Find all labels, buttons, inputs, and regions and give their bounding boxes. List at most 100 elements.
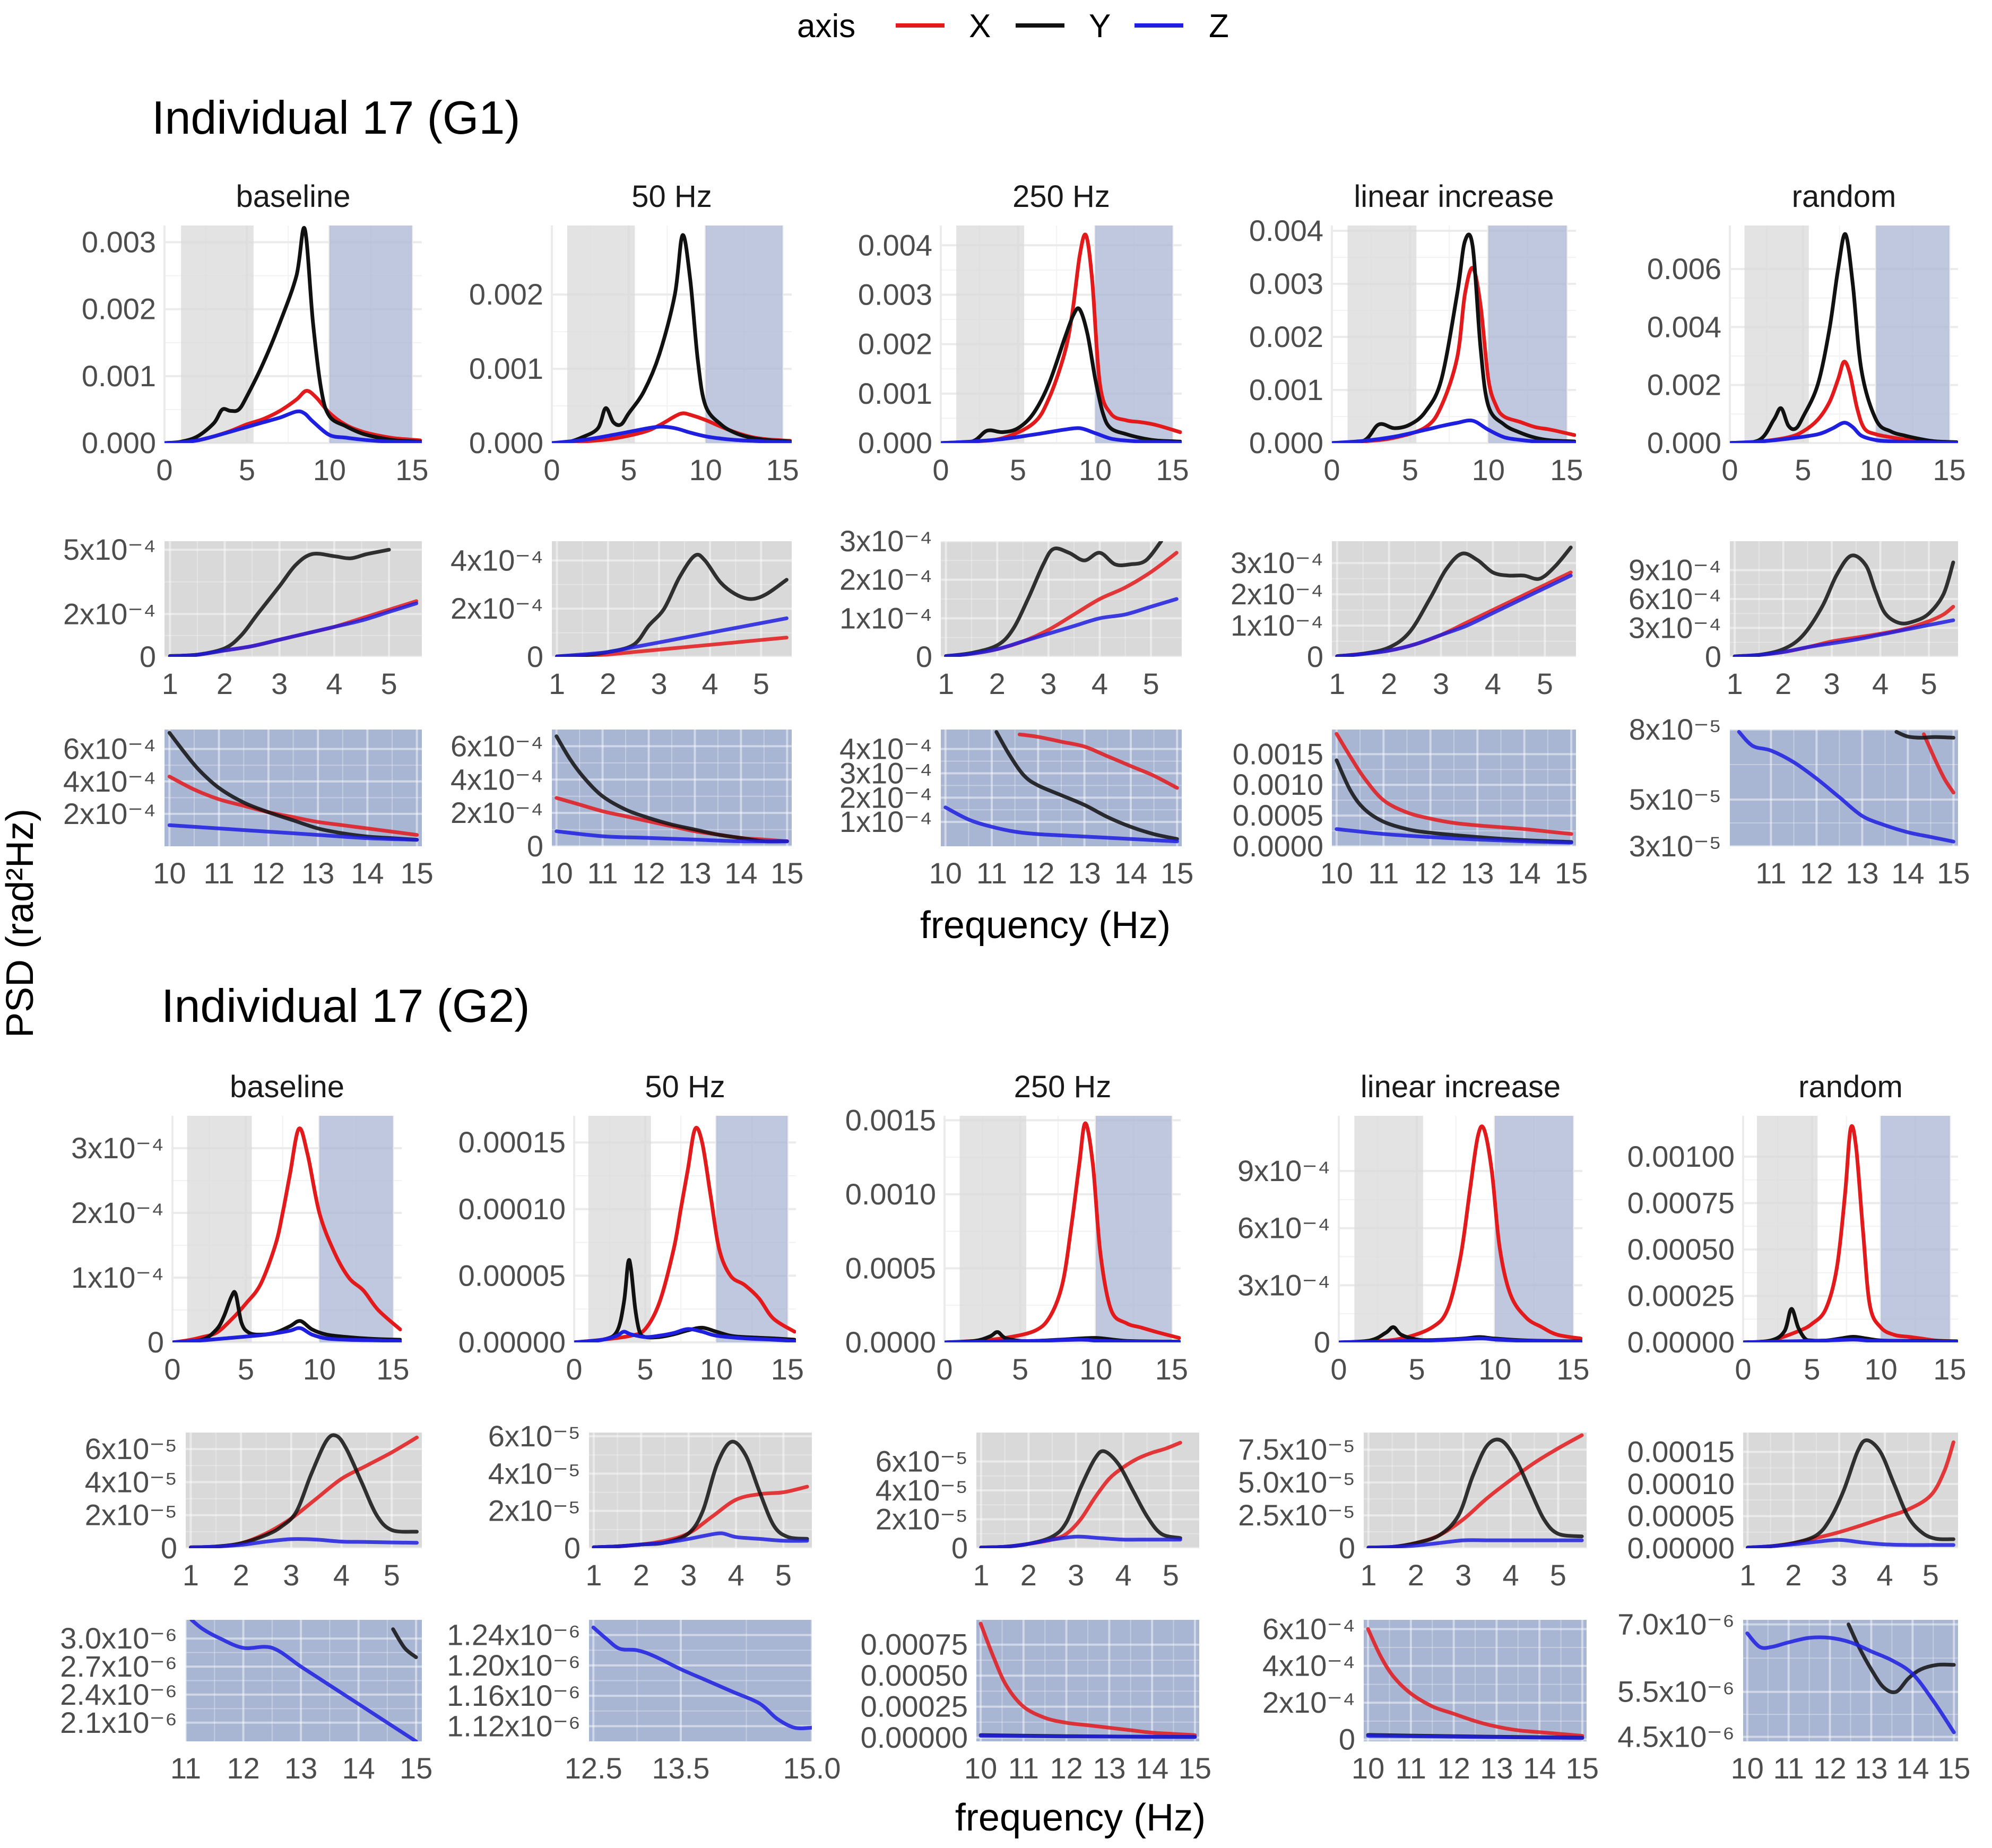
y-tick-label: 0.003	[1249, 267, 1323, 300]
x-tick-label: 2	[1408, 1558, 1424, 1592]
x-tick-label: 13	[678, 856, 711, 890]
x-tick-label: 2	[1381, 667, 1397, 700]
y-tick-label: 0.00050	[861, 1659, 968, 1692]
x-tick-label: 10	[540, 856, 573, 890]
x-tick-label: 14	[1896, 1751, 1929, 1785]
x-tick-label: 4	[1485, 667, 1501, 700]
x-tick-label: 5	[1550, 1558, 1566, 1592]
y-tick-label: 9x10⁻⁴	[1629, 553, 1721, 587]
y-tick-label: 0	[916, 640, 932, 673]
legend-label-Z: Z	[1209, 8, 1229, 45]
y-tick-label: 0.001	[1249, 373, 1323, 406]
series-Z	[1335, 574, 1573, 657]
x-tick-label: 15	[1937, 1751, 1970, 1785]
legend-title: axis	[797, 8, 855, 45]
high-band	[1096, 1116, 1172, 1342]
y-tick-label: 5.0x10⁻⁵	[1238, 1465, 1355, 1499]
x-tick-label: 5	[1402, 453, 1418, 487]
x-tick-label: 13	[1855, 1751, 1887, 1785]
y-tick-label: 0.000	[82, 426, 156, 459]
y-tick-label: 2x10⁻⁴	[1262, 1686, 1355, 1719]
x-tick-label: 12.5	[565, 1751, 622, 1785]
x-tick-label: 10	[1859, 453, 1892, 487]
y-tick-label: 2x10⁻⁴	[451, 796, 543, 829]
x-tick-label: 14	[1508, 856, 1541, 890]
series-X	[941, 232, 1182, 443]
series-Z	[1335, 827, 1573, 845]
panel-background	[976, 1620, 1199, 1741]
panel-full-g2-c2: 0 5 10 15 0.00000 0.00005 0.00010 0.00015	[458, 1116, 804, 1386]
y-tick-label: 0.00005	[1627, 1499, 1735, 1532]
series-X	[1366, 1627, 1584, 1738]
x-tick-label: 10	[1352, 1751, 1384, 1785]
y-tick-label: 3x10⁻⁴	[839, 524, 932, 558]
y-tick-label: 3x10⁻⁴	[1231, 546, 1323, 579]
y-tick-label: 0	[1339, 1723, 1355, 1756]
x-tick-label: 12	[1813, 1751, 1846, 1785]
x-tick-label: 4	[1092, 667, 1108, 700]
series-Z	[1733, 618, 1955, 657]
x-tick-label: 2	[1020, 1558, 1037, 1592]
y-tick-label: 0	[527, 640, 543, 673]
x-tick-label: 5	[1163, 1558, 1179, 1592]
strip-label: baseline	[236, 179, 350, 214]
panel-full-g1-c1: 0 5 10 15 0.000 0.001 0.002 0.003	[82, 225, 429, 487]
y-tick-label: 1.16x10⁻⁶	[447, 1679, 581, 1712]
y-tick-label: 6x10⁻⁴	[1629, 582, 1721, 615]
panel-high-g1-c5: 11 12 13 14 15 3x10⁻⁵ 5x10⁻⁵ 8x10⁻⁵	[1629, 713, 1970, 890]
y-tick-label: 0	[1705, 640, 1721, 673]
y-tick-label: 3x10⁻⁴	[1237, 1268, 1330, 1302]
series-Z	[943, 805, 1179, 844]
x-tick-label: 12	[227, 1751, 259, 1785]
panel-low-g2-c4: 1 2 3 4 5 02.5x10⁻⁵5.0x10⁻⁵7.5x10⁻⁵	[1238, 1433, 1587, 1592]
y-tick-label: 0	[148, 1325, 164, 1359]
x-tick-label: 10	[1864, 1352, 1897, 1386]
x-tick-label: 5	[1012, 1352, 1028, 1386]
series-Y	[1335, 545, 1573, 657]
y-tick-label: 0.00075	[861, 1628, 968, 1661]
series-X	[1730, 360, 1958, 443]
series-Z	[574, 1327, 796, 1342]
low-band	[959, 1116, 1027, 1342]
series-X	[978, 1621, 1197, 1737]
x-tick-label: 3	[1040, 667, 1056, 700]
x-tick-label: 13.5	[652, 1751, 709, 1785]
y-tick-label: 1.12x10⁻⁶	[447, 1709, 581, 1742]
x-tick-label: 2	[1785, 1558, 1802, 1592]
series-Z	[945, 1338, 1181, 1342]
y-tick-label: 0.003	[858, 277, 932, 311]
panel-background	[941, 541, 1182, 657]
x-tick-label: 2	[633, 1558, 649, 1592]
high-band	[1876, 225, 1950, 443]
x-tick-label: 5	[381, 667, 397, 700]
y-tick-label: 0.0000	[1233, 829, 1323, 863]
group-title-g2: Individual 17 (G2)	[161, 979, 530, 1032]
x-tick-label: 10	[929, 856, 962, 890]
y-tick-label: 0	[1339, 1531, 1355, 1565]
x-tick-label: 11	[1008, 1751, 1039, 1785]
low-band	[1347, 225, 1417, 443]
series-X	[1922, 732, 1955, 795]
series-Z	[1746, 1538, 1955, 1548]
x-tick-label: 3	[1433, 667, 1449, 700]
x-tick-label: 10	[313, 453, 346, 487]
x-tick-label: 5	[1537, 667, 1553, 700]
series-Z	[979, 1534, 1182, 1548]
x-tick-label: 13	[1461, 856, 1494, 890]
x-tick-label: 11	[170, 1751, 201, 1785]
x-tick-label: 1	[1727, 667, 1743, 700]
legend: axis X Y Z	[797, 8, 1229, 45]
x-tick-label: 12	[1437, 1751, 1470, 1785]
x-tick-label: 4	[727, 1558, 744, 1592]
series-Z	[592, 1531, 809, 1548]
y-tick-label: 2x10⁻⁴	[1231, 577, 1323, 611]
x-tick-label: 3	[651, 667, 667, 700]
series-Z	[941, 426, 1182, 443]
x-tick-label: 5	[637, 1352, 653, 1386]
x-tick-label: 1	[549, 667, 565, 700]
y-tick-label: 2x10⁻⁴	[71, 1196, 164, 1229]
x-tick-label: 0	[932, 453, 949, 487]
high-band	[329, 225, 412, 443]
